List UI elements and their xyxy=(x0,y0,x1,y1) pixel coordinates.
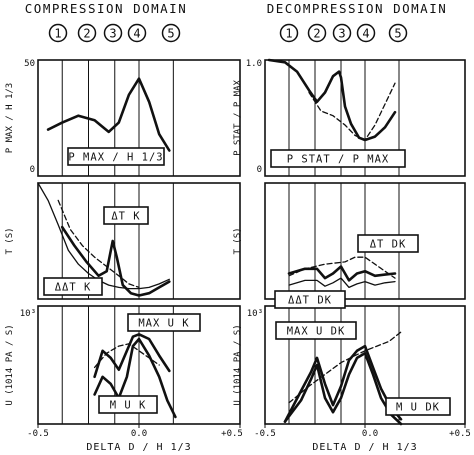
series-line xyxy=(288,256,396,279)
y-axis-label-pmax: P MAX / H 1/3 xyxy=(5,83,15,153)
phase-number: 2 xyxy=(313,27,320,41)
annotation-delta-t-dk: ΔT DK xyxy=(370,239,407,251)
annotation-max-u-k: MAX U K xyxy=(138,318,189,330)
phase-circle xyxy=(103,23,123,43)
series-line xyxy=(93,343,160,369)
y-tick-label: 10³ xyxy=(20,309,36,319)
y-axis-label-t-right: T (S) xyxy=(233,227,243,254)
annotation-box xyxy=(357,234,419,253)
phase-number: 3 xyxy=(109,27,116,41)
phase-circle xyxy=(77,23,97,43)
series-line xyxy=(308,82,396,141)
annotation-box xyxy=(98,395,158,414)
x-tick-label: -0.5 xyxy=(254,429,276,439)
x-tick-label: +0.5 xyxy=(449,429,471,439)
annotation-delta-delta-t-dk: ΔΔT DK xyxy=(288,295,332,307)
y-tick-label: 50 xyxy=(24,59,35,69)
phase-number: 1 xyxy=(285,27,292,41)
phase-number: 1 xyxy=(54,27,61,41)
annotation-box xyxy=(275,321,357,340)
annotation-delta-delta-t-k: ΔΔT K xyxy=(55,282,92,294)
y-tick-label: 0 xyxy=(30,165,35,175)
annotation-box xyxy=(385,397,451,416)
x-axis-label-right: DELTA D / H 1/3 xyxy=(312,442,417,453)
series-line xyxy=(57,199,140,289)
compression-phase-markers: 1 2 3 4 5 xyxy=(48,23,181,43)
annotation-box xyxy=(270,149,406,168)
series-line xyxy=(288,277,396,289)
x-tick-label: 0.0 xyxy=(131,429,147,439)
x-tick-label: +0.5 xyxy=(221,429,243,439)
y-axis-label-t-left: T (S) xyxy=(5,227,15,254)
phase-circle xyxy=(127,23,147,43)
series-line xyxy=(60,225,171,297)
phase-circle xyxy=(279,23,299,43)
phase-number: 3 xyxy=(338,27,345,41)
series-line xyxy=(287,265,397,282)
annotation-m-u-k: M U K xyxy=(110,400,147,412)
y-tick-label: 10³ xyxy=(247,309,263,319)
annotation-box xyxy=(67,147,165,166)
phase-circle xyxy=(48,23,68,43)
phase-circle xyxy=(161,23,181,43)
y-tick-label: 0 xyxy=(257,165,262,175)
series-line xyxy=(288,331,402,404)
phase-circle xyxy=(356,23,376,43)
y-tick-label: 1.0 xyxy=(246,59,262,69)
phase-circle xyxy=(332,23,352,43)
x-tick-label: -0.5 xyxy=(27,429,49,439)
phase-circle xyxy=(307,23,327,43)
annotation-box xyxy=(274,290,346,309)
x-axis-label-left: DELTA D / H 1/3 xyxy=(86,442,191,453)
annotation-m-u-dk: M U DK xyxy=(396,402,440,414)
phase-number: 4 xyxy=(133,27,140,41)
annotation-box xyxy=(103,206,149,225)
annotation-box xyxy=(127,313,201,332)
phase-circle xyxy=(388,23,408,43)
decompression-domain-title: DECOMPRESSION DOMAIN xyxy=(267,1,448,16)
annotation-delta-t-k: ΔT K xyxy=(111,211,140,223)
series-line xyxy=(283,351,403,426)
annotation-max-u-dk: MAX U DK xyxy=(287,326,346,338)
annotation-box xyxy=(43,277,103,296)
x-tick-label: 0.0 xyxy=(362,429,378,439)
series-line xyxy=(267,58,397,142)
y-axis-label-u-left: U (1014 PA / S) xyxy=(5,324,15,405)
phase-number: 4 xyxy=(362,27,369,41)
decompression-phase-markers: 1 2 3 4 5 xyxy=(279,23,408,43)
compression-domain-title: COMPRESSION DOMAIN xyxy=(25,1,187,16)
y-axis-label-pstat: P STAT / P MAX xyxy=(233,79,243,155)
phase-number: 5 xyxy=(394,27,401,41)
phase-number: 5 xyxy=(167,27,174,41)
phase-number: 2 xyxy=(83,27,90,41)
series-line xyxy=(37,182,170,290)
annotation-pstat: P STAT / P MAX xyxy=(287,154,390,166)
y-axis-label-u-right: U (1014 PA / S) xyxy=(233,324,243,405)
series-line xyxy=(46,77,171,152)
series-line xyxy=(283,344,403,423)
annotation-pmax: P MAX / H 1/3 xyxy=(68,152,163,164)
